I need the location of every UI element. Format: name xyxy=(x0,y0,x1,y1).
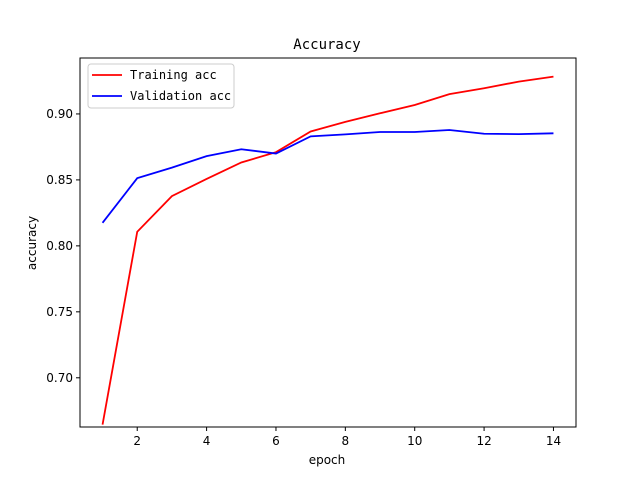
y-axis-tick-label: 0.80 xyxy=(46,239,73,253)
y-axis-label: accuracy xyxy=(25,216,39,270)
training-acc-line xyxy=(101,75,554,425)
chart-title: Accuracy xyxy=(293,37,360,53)
y-axis-tick-label: 0.70 xyxy=(46,371,73,385)
x-axis-tick-label: 14 xyxy=(546,434,561,448)
legend-validation-label: Validation acc xyxy=(130,89,231,103)
y-axis-tick-label: 0.90 xyxy=(46,107,73,121)
x-axis-tick-label: 10 xyxy=(407,434,422,448)
legend: Training acc Validation acc xyxy=(87,63,235,109)
plot-frame xyxy=(79,57,577,428)
y-axis-ticks: 0.70 0.75 0.80 0.85 0.90 xyxy=(46,107,80,385)
y-axis-tick-label: 0.85 xyxy=(46,173,73,187)
validation-acc-line xyxy=(101,129,554,224)
x-axis-tick-label: 2 xyxy=(133,434,141,448)
legend-training-label: Training acc xyxy=(130,68,217,82)
legend-box xyxy=(87,63,235,109)
x-axis-label: epoch xyxy=(309,453,346,467)
x-axis-tick-label: 8 xyxy=(342,434,350,448)
x-axis-ticks: 2 4 6 8 10 12 14 xyxy=(133,427,561,448)
x-axis-tick-label: 12 xyxy=(476,434,491,448)
x-axis-tick-label: 4 xyxy=(203,434,211,448)
x-axis-tick-label: 6 xyxy=(272,434,280,448)
series-lines xyxy=(101,75,554,425)
plot-area: 2 4 6 8 10 12 14 0.70 0.75 0.80 0.85 0.90 Training… xyxy=(46,57,577,448)
y-axis-tick-label: 0.75 xyxy=(46,305,73,319)
